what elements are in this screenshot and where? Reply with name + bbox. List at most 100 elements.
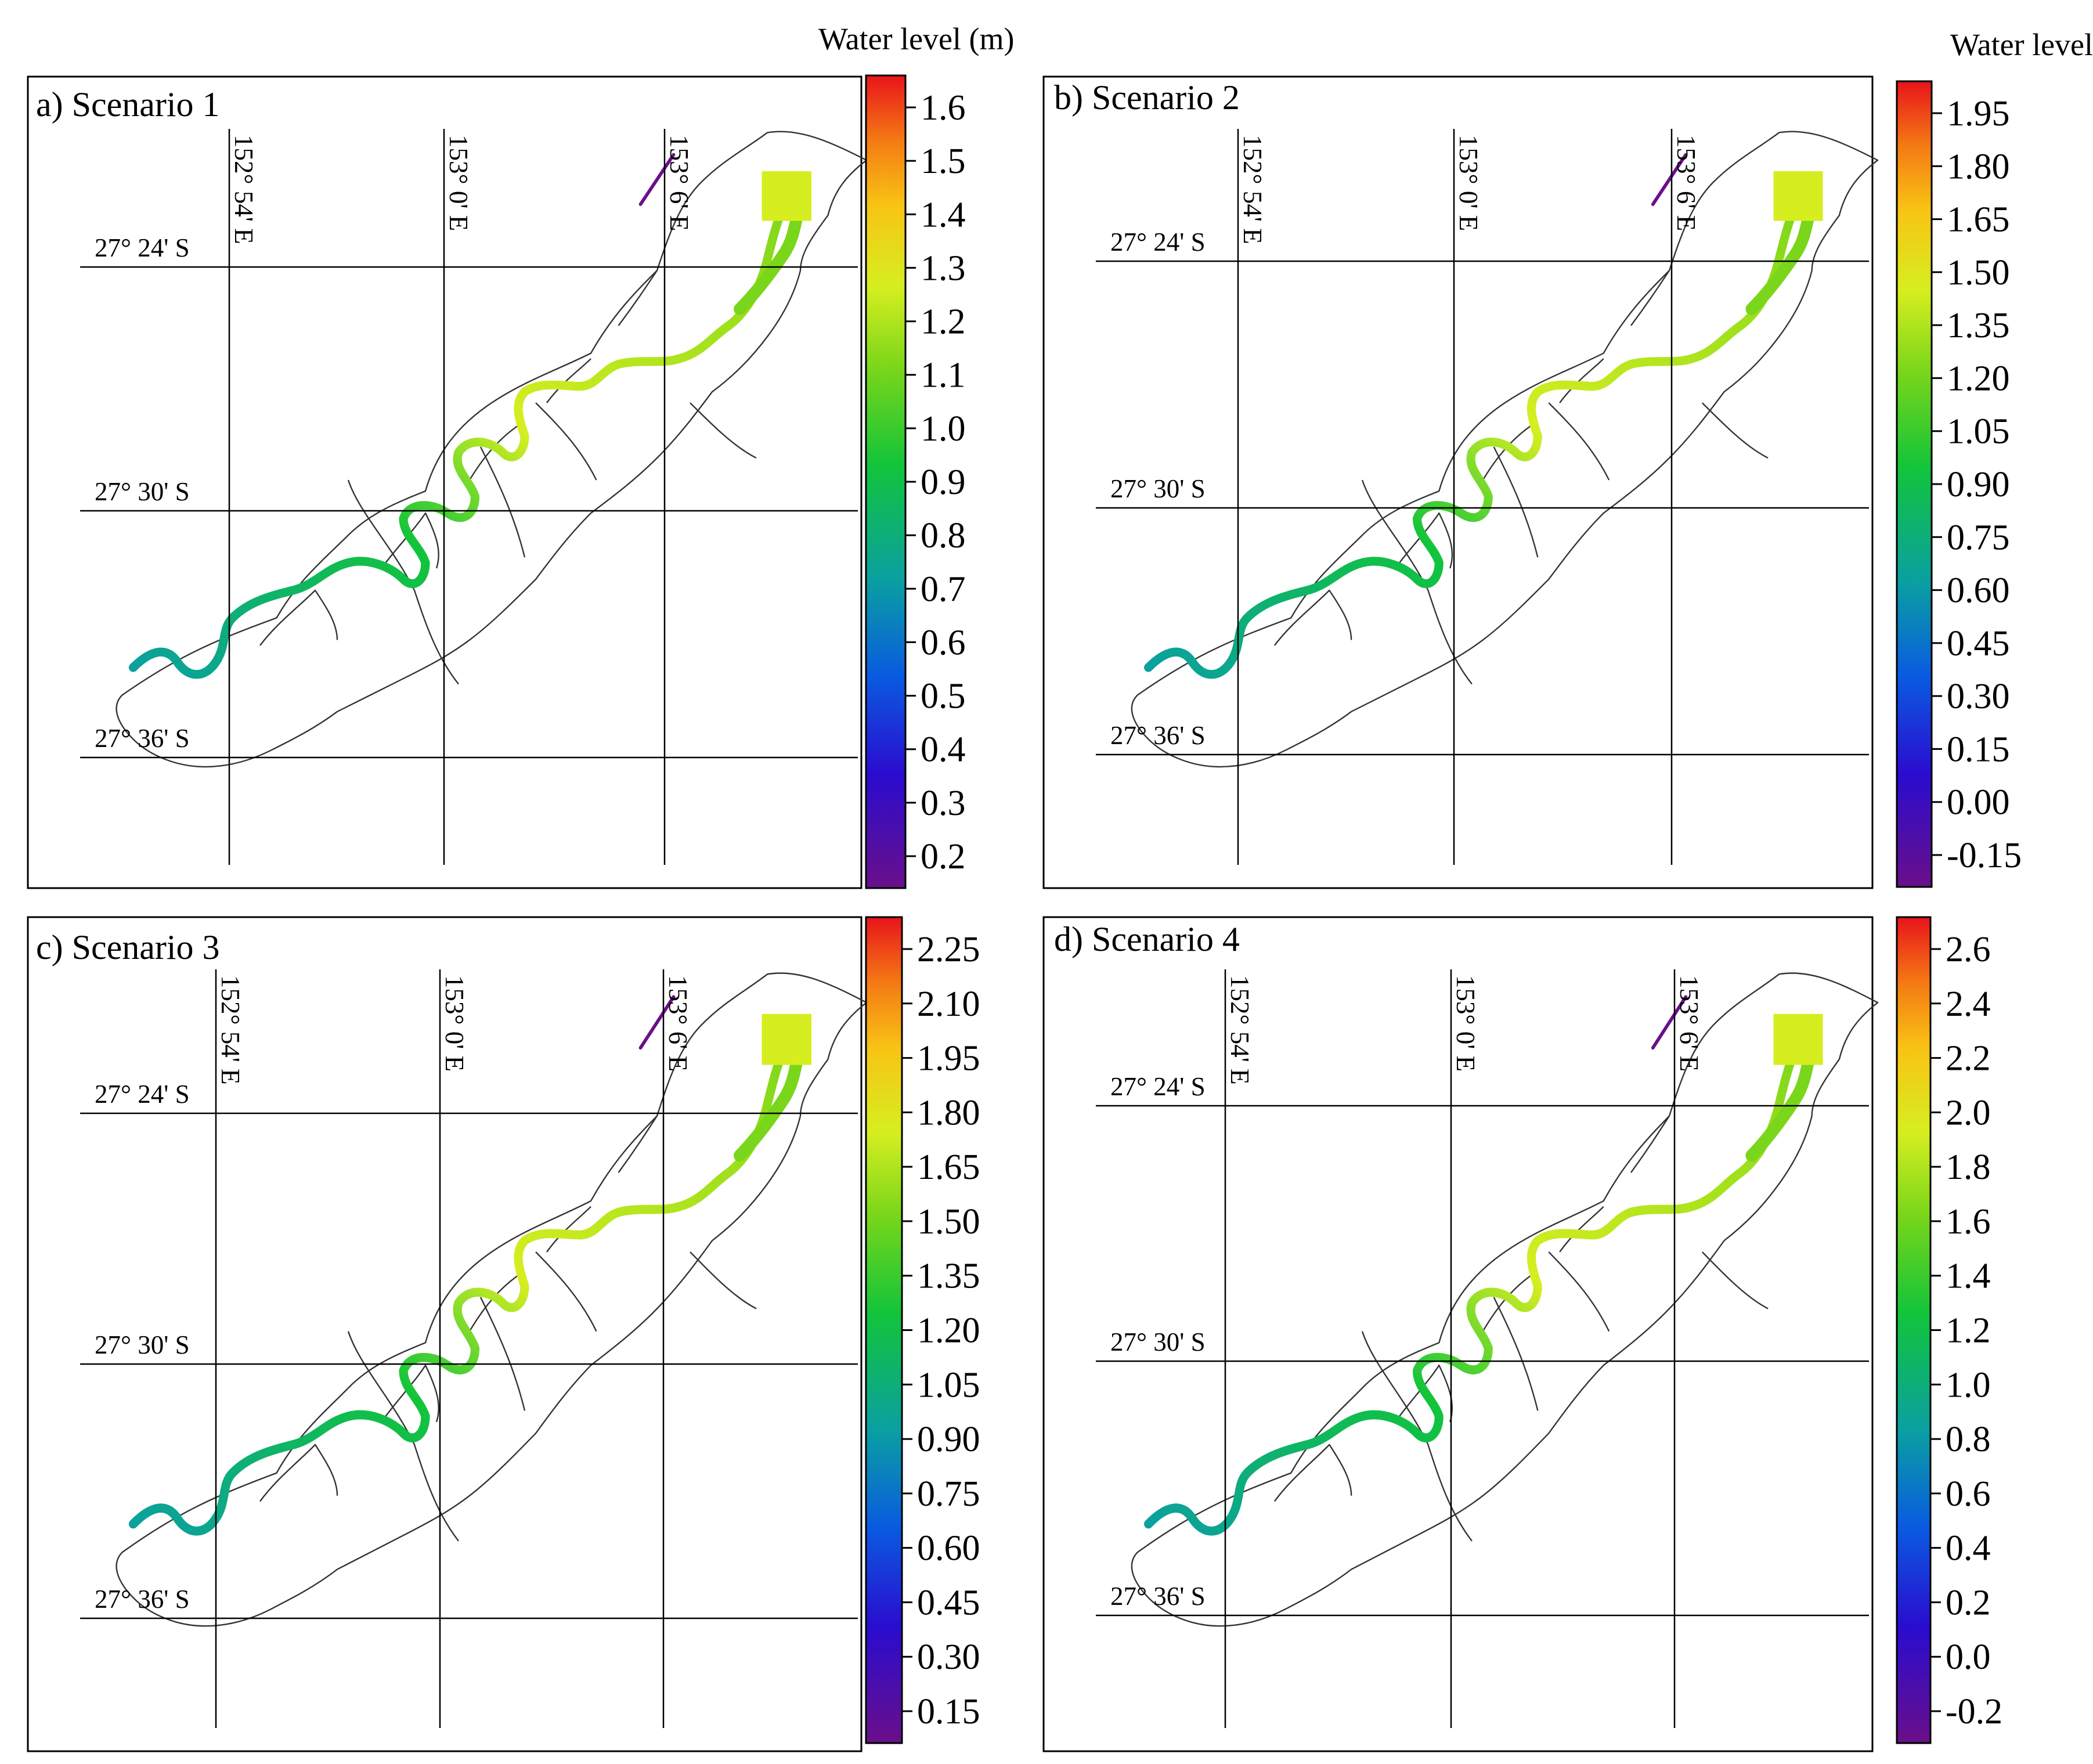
- colorbar-tick-label: 0.90: [1947, 465, 2010, 504]
- colorbar-tick-label: 0.60: [917, 1529, 980, 1568]
- colorbar-tick-label: 0.3: [921, 784, 966, 823]
- latitude-label: 27° 30' S: [1110, 474, 1206, 503]
- colorbar-tick-label: 1.80: [1947, 147, 2010, 186]
- colorbar-tick-label: 1.0: [921, 409, 966, 449]
- colorbar-tick-label: 1.20: [1947, 359, 2010, 398]
- colorbar-tick-label: 1.35: [1947, 306, 2010, 345]
- longitude-label: 153° 6' E: [665, 135, 694, 231]
- colorbar-tick-label: 0.15: [1947, 730, 2010, 769]
- colorbar-tick-label: 0.00: [1947, 783, 2010, 823]
- panel-title: d) Scenario 4: [1054, 920, 1240, 958]
- colorbar-tick-label: 2.10: [917, 984, 980, 1024]
- longitude-label: 153° 0' E: [1451, 975, 1480, 1072]
- latitude-label: 27° 24' S: [1110, 1072, 1206, 1101]
- colorbar-tick-label: 2.25: [917, 930, 980, 969]
- colorbar-title: Water level (m): [818, 21, 1014, 56]
- colorbar-tick-label: 0.90: [917, 1420, 980, 1459]
- longitude-label: 152° 54' E: [1225, 975, 1254, 1085]
- colorbar: [865, 916, 903, 1744]
- colorbar-tick-label: 1.0: [1946, 1365, 1991, 1405]
- colorbar-tick-label: 0.2: [921, 837, 966, 876]
- longitude-label: 153° 0' E: [1454, 135, 1483, 231]
- colorbar-tick-label: 1.6: [921, 88, 966, 128]
- colorbar-tick-label: 0.4: [1946, 1529, 1991, 1568]
- colorbar-tick-label: 2.6: [1946, 930, 1991, 969]
- latitude-label: 27° 24' S: [95, 1080, 190, 1109]
- longitude-label: 153° 0' E: [444, 135, 473, 231]
- longitude-label: 152° 54' E: [216, 975, 245, 1085]
- colorbar-tick-label: 1.95: [1947, 94, 2010, 134]
- latitude-label: 27° 36' S: [95, 1585, 190, 1614]
- map-frame: [27, 916, 863, 1752]
- colorbar: [1896, 80, 1933, 888]
- latitude-label: 27° 36' S: [95, 724, 190, 753]
- colorbar-tick-label: -0.2: [1946, 1692, 2002, 1731]
- panel-a: 152° 54' E 153° 0' E 153° 6' E 27° 24' S 27°…: [27, 21, 1014, 889]
- colorbar-tick-label: 1.50: [917, 1202, 980, 1242]
- colorbar-tick-label: 1.2: [1946, 1311, 1991, 1351]
- colorbar-tick-label: 0.30: [917, 1637, 980, 1677]
- colorbar-tick-label: 0.75: [917, 1474, 980, 1514]
- colorbar-title: Water level (m): [1950, 27, 2093, 62]
- colorbar-tick-label: 1.6: [1946, 1202, 1991, 1242]
- latitude-label: 27° 30' S: [95, 1330, 190, 1359]
- colorbar-tick-label: 0.7: [921, 569, 966, 609]
- colorbar-tick-label: 0.8: [1946, 1420, 1991, 1459]
- colorbar-tick-label: 0.9: [921, 463, 966, 502]
- colorbar-tick-label: 1.35: [917, 1257, 980, 1296]
- colorbar-tick-label: 0.8: [921, 516, 966, 555]
- colorbar-tick-label: 0.6: [1946, 1474, 1991, 1514]
- longitude-label: 153° 0' E: [440, 975, 469, 1072]
- panel-title: c) Scenario 3: [36, 928, 220, 966]
- colorbar-tick-label: 2.0: [1946, 1093, 1991, 1132]
- colorbar-tick-label: 1.95: [917, 1039, 980, 1078]
- panel-d: 152° 54' E 153° 0' E 153° 6' E 27° 24' S 27°…: [1042, 916, 2002, 1752]
- colorbar-tick-label: -0.15: [1947, 836, 2022, 875]
- colorbar-tick-label: 0.45: [1947, 624, 2010, 663]
- latitude-label: 27° 36' S: [1110, 721, 1206, 750]
- colorbar-tick-label: 1.5: [921, 142, 966, 181]
- colorbar-tick-label: 1.05: [1947, 412, 2010, 452]
- longitude-label: 153° 6' E: [663, 975, 692, 1072]
- colorbar-tick-label: 1.05: [917, 1365, 980, 1405]
- colorbar-tick-label: 1.3: [921, 248, 966, 288]
- colorbar-tick-label: 1.1: [921, 356, 966, 395]
- colorbar-tick-label: 1.8: [1946, 1148, 1991, 1187]
- colorbar-tick-label: 0.75: [1947, 518, 2010, 557]
- colorbar-tick-label: 0.6: [921, 623, 966, 662]
- latitude-label: 27° 30' S: [1110, 1327, 1206, 1357]
- colorbar-tick-label: 0.4: [921, 730, 966, 770]
- colorbar-tick-label: 0.5: [921, 677, 966, 716]
- colorbar-tick-label: 0.15: [917, 1692, 980, 1731]
- latitude-label: 27° 30' S: [95, 477, 190, 506]
- colorbar-tick-label: 0.60: [1947, 571, 2010, 611]
- colorbar-tick-label: 1.4: [921, 195, 966, 235]
- panel-title: a) Scenario 1: [36, 85, 220, 124]
- panel-b: 152° 54' E 153° 0' E 153° 6' E 27° 24' S 27°…: [1042, 27, 2093, 889]
- longitude-label: 153° 6' E: [1675, 975, 1704, 1072]
- longitude-label: 153° 6' E: [1672, 135, 1701, 231]
- colorbar-tick-label: 1.80: [917, 1093, 980, 1132]
- longitude-label: 152° 54' E: [1238, 135, 1267, 244]
- longitude-label: 152° 54' E: [229, 135, 258, 244]
- latitude-label: 27° 24' S: [95, 233, 190, 262]
- colorbar-tick-label: 2.2: [1946, 1039, 1991, 1078]
- colorbar-tick-label: 0.0: [1946, 1637, 1991, 1677]
- colorbar-tick-label: 1.65: [1947, 200, 2010, 240]
- colorbar-tick-label: 0.45: [917, 1583, 980, 1622]
- colorbar-tick-label: 1.20: [917, 1311, 980, 1351]
- latitude-label: 27° 36' S: [1110, 1582, 1206, 1611]
- map-frame: [1042, 75, 1874, 889]
- colorbar: [865, 74, 907, 889]
- colorbar-tick-label: 0.30: [1947, 677, 2010, 716]
- colorbar-tick-label: 2.4: [1946, 984, 1991, 1024]
- colorbar-tick-label: 1.50: [1947, 253, 2010, 293]
- colorbar-tick-label: 0.2: [1946, 1583, 1991, 1622]
- map-frame: [1042, 916, 1874, 1752]
- colorbar: [1896, 916, 1932, 1744]
- panel-c: 152° 54' E 153° 0' E 153° 6' E 27° 24' S 27°…: [27, 916, 980, 1752]
- colorbar-tick-label: 1.4: [1946, 1257, 1991, 1296]
- panel-title: b) Scenario 2: [1054, 78, 1240, 117]
- latitude-label: 27° 24' S: [1110, 228, 1206, 257]
